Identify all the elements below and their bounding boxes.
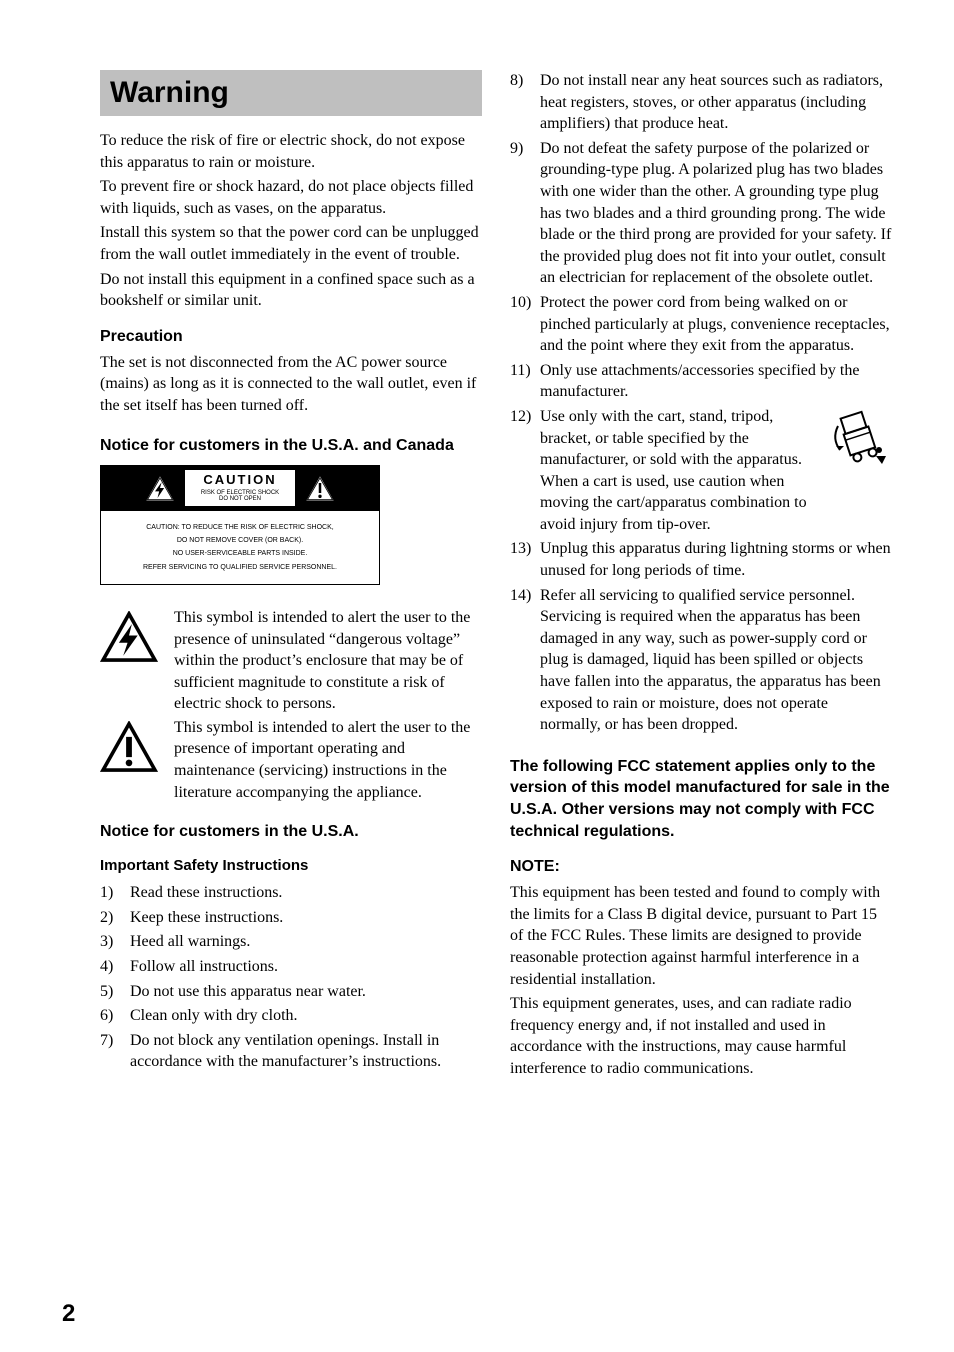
intro-para-4: Do not install this equipment in a confi… xyxy=(100,269,482,312)
intro-para-1: To reduce the risk of fire or electric s… xyxy=(100,130,482,173)
caution-plate: CAUTION RISK OF ELECTRIC SHOCK DO NOT OP… xyxy=(100,465,380,585)
cart-tipover-icon xyxy=(828,406,892,470)
isi-list-left: 1)Read these instructions. 2)Keep these … xyxy=(100,882,482,1073)
isi-heading: Important Safety Instructions xyxy=(100,857,482,874)
caution-line-4: REFER SERVICING TO QUALIFIED SERVICE PER… xyxy=(107,561,373,574)
note-para-1: This equipment has been tested and found… xyxy=(510,882,892,990)
list-item: 4)Follow all instructions. xyxy=(100,956,482,978)
symbol-1-text: This symbol is intended to alert the use… xyxy=(174,607,482,715)
list-item: 14)Refer all servicing to qualified serv… xyxy=(510,585,892,736)
list-item: 12) Use only with the cart, stand, tripo… xyxy=(510,406,892,536)
list-item: 7)Do not block any ventilation openings.… xyxy=(100,1030,482,1073)
notice-usca-heading: Notice for customers in the U.S.A. and C… xyxy=(100,437,482,455)
list-item: 13)Unplug this apparatus during lightnin… xyxy=(510,538,892,581)
symbol-row-1: This symbol is intended to alert the use… xyxy=(100,607,482,715)
list-item: 3)Heed all warnings. xyxy=(100,931,482,953)
intro-para-3: Install this system so that the power co… xyxy=(100,222,482,265)
caution-line-3: NO USER-SERVICEABLE PARTS INSIDE. xyxy=(107,547,373,560)
caution-line-2: DO NOT REMOVE COVER (OR BACK). xyxy=(107,534,373,547)
list-item: 8)Do not install near any heat sources s… xyxy=(510,70,892,135)
lightning-triangle-icon xyxy=(143,473,177,503)
list-item: 1)Read these instructions. xyxy=(100,882,482,904)
warning-title: Warning xyxy=(110,76,229,109)
note-heading: NOTE: xyxy=(510,858,892,876)
caution-line-1: CAUTION: TO REDUCE THE RISK OF ELECTRIC … xyxy=(107,521,373,534)
list-item: 9)Do not defeat the safety purpose of th… xyxy=(510,138,892,289)
intro-para-2: To prevent fire or shock hazard, do not … xyxy=(100,176,482,219)
left-column: Warning To reduce the risk of fire or el… xyxy=(100,70,482,1312)
caution-subtitle: RISK OF ELECTRIC SHOCK DO NOT OPEN xyxy=(185,489,294,506)
notice-usa-heading: Notice for customers in the U.S.A. xyxy=(100,823,482,841)
precaution-heading: Precaution xyxy=(100,328,482,346)
list-item: 10)Protect the power cord from being wal… xyxy=(510,292,892,357)
note-para-2: This equipment generates, uses, and can … xyxy=(510,993,892,1079)
isi-list-right: 8)Do not install near any heat sources s… xyxy=(510,70,892,736)
symbol-row-2: This symbol is intended to alert the use… xyxy=(100,717,482,803)
exclamation-triangle-icon xyxy=(100,721,158,773)
symbol-2-text: This symbol is intended to alert the use… xyxy=(174,717,482,803)
caution-title: CAUTION xyxy=(185,470,294,489)
fcc-heading: The following FCC statement applies only… xyxy=(510,756,892,842)
precaution-body: The set is not disconnected from the AC … xyxy=(100,352,482,417)
lightning-triangle-icon xyxy=(100,611,158,663)
list-item: 5)Do not use this apparatus near water. xyxy=(100,981,482,1003)
exclamation-triangle-icon xyxy=(303,473,337,503)
list-item: 2)Keep these instructions. xyxy=(100,907,482,929)
warning-banner: Warning xyxy=(100,70,482,116)
list-item: 11)Only use attachments/accessories spec… xyxy=(510,360,892,403)
right-column: 8)Do not install near any heat sources s… xyxy=(510,70,892,1312)
page-number: 2 xyxy=(62,1300,75,1328)
list-item: 6)Clean only with dry cloth. xyxy=(100,1005,482,1027)
